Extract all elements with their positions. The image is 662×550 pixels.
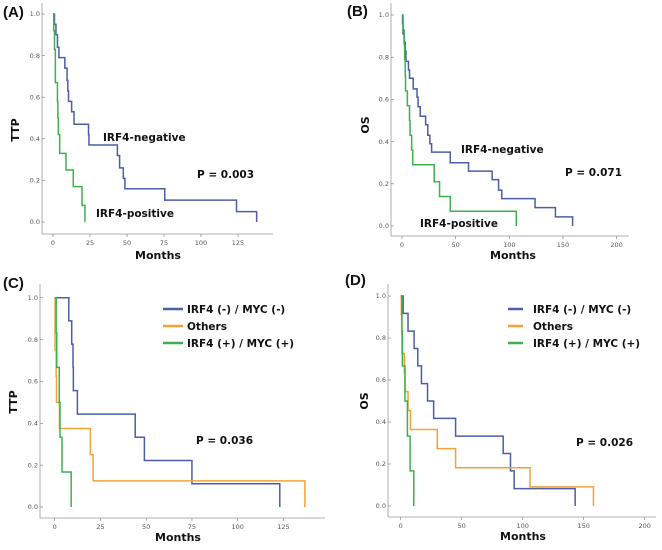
y-tick-label: 1.0 [376, 292, 386, 300]
legend-label: IRF4 (-) / MYC (-) [533, 304, 631, 316]
x-tick-label: 150 [577, 522, 589, 530]
panel-label: (C) [3, 275, 24, 292]
x-axis-label: Months [490, 249, 536, 262]
km-curve-irf4-myc [54, 296, 281, 507]
x-tick-label: 0 [51, 239, 55, 247]
y-tick-label: 0.0 [30, 218, 40, 226]
panel-a: (A) TTP Months IRF4-negative P = 0.003 I… [3, 3, 273, 262]
legend-label: IRF4 (-) / MYC (-) [187, 304, 285, 316]
x-tick-label: 0 [53, 523, 57, 531]
km-curve-irf4-myc [400, 295, 576, 506]
y-axis-label: TTP [7, 390, 20, 413]
x-tick-label: 125 [277, 523, 289, 531]
p-value: P = 0.003 [197, 169, 254, 181]
y-axis-label: OS [358, 392, 371, 409]
y-tick-label: 0.2 [379, 180, 389, 188]
y-tick-label: 0.6 [376, 376, 386, 384]
series-label-irf4-positive: IRF4-positive [420, 218, 498, 230]
legend: IRF4 (-) / MYC (-) Others IRF4 (+) / MYC… [163, 304, 294, 350]
p-value: P = 0.071 [565, 167, 622, 179]
panel-b: (B) OS Months IRF4-negative P = 0.071 IR… [347, 3, 629, 262]
legend-label: IRF4 (+) / MYC (+) [187, 338, 294, 350]
x-axis-label: Months [135, 249, 181, 262]
x-tick-label: 200 [610, 241, 622, 249]
y-tick-label: 0.4 [379, 138, 389, 146]
y-tick-label: 0.0 [379, 222, 389, 230]
panel-label: (A) [3, 4, 24, 21]
x-tick-label: 50 [452, 241, 460, 249]
x-tick-label: 100 [503, 241, 515, 249]
x-tick-label: 25 [86, 239, 94, 247]
x-tick-label: 75 [160, 239, 168, 247]
series-label-irf4-negative: IRF4-negative [103, 132, 186, 144]
x-axis-label: Months [500, 530, 546, 543]
x-tick-label: 0 [399, 522, 403, 530]
y-tick-label: 1.0 [30, 10, 40, 18]
x-tick-label: 75 [188, 523, 196, 531]
y-tick-label: 0.8 [28, 336, 38, 344]
legend-label: IRF4 (+) / MYC (+) [533, 338, 640, 350]
legend-label: Others [187, 321, 227, 333]
series-label-irf4-negative: IRF4-negative [461, 144, 544, 156]
panel-d: (D) OS Months IRF4 (-) / MYC (-) Others … [345, 272, 656, 543]
x-tick-label: 125 [232, 239, 244, 247]
panel-label: (D) [345, 272, 366, 289]
y-tick-label: 0.2 [30, 177, 40, 185]
y-tick-label: 0.2 [376, 460, 386, 468]
km-curve-irf4-positive [402, 14, 518, 226]
x-tick-label: 50 [142, 523, 150, 531]
legend-label: Others [533, 321, 573, 333]
km-curve-irf4-negative [53, 13, 258, 222]
km-curve-irf4-myc [400, 295, 415, 506]
y-tick-label: 0.6 [379, 96, 389, 104]
p-value: P = 0.026 [576, 437, 633, 449]
legend: IRF4 (-) / MYC (-) Others IRF4 (+) / MYC… [508, 304, 640, 350]
km-curve-irf4-myc [54, 296, 72, 507]
x-tick-label: 150 [557, 241, 569, 249]
x-tick-label: 100 [195, 239, 207, 247]
y-tick-label: 0.4 [30, 135, 40, 143]
y-tick-label: 0.8 [376, 334, 386, 342]
y-tick-label: 0.6 [28, 378, 38, 386]
x-tick-label: 100 [231, 523, 243, 531]
x-tick-label: 100 [516, 522, 528, 530]
x-tick-label: 25 [96, 523, 104, 531]
y-tick-label: 0.8 [30, 52, 40, 60]
y-tick-label: 1.0 [28, 294, 38, 302]
y-tick-label: 0.0 [376, 502, 386, 510]
x-tick-label: 200 [638, 522, 650, 530]
p-value: P = 0.036 [196, 435, 253, 447]
panel-c: (C) TTP Months IRF4 (-) / MYC (-) Others… [3, 275, 325, 544]
x-tick-label: 0 [400, 241, 404, 249]
y-tick-label: 1.0 [379, 11, 389, 19]
panel-label: (B) [347, 3, 368, 20]
km-curve-irf4-positive [52, 13, 86, 222]
x-axis-label: Months [155, 531, 201, 544]
y-tick-label: 0.2 [28, 461, 38, 469]
series-label-irf4-positive: IRF4-positive [96, 208, 174, 220]
x-tick-label: 50 [458, 522, 466, 530]
y-tick-label: 0.4 [376, 418, 386, 426]
y-axis-label: OS [359, 116, 372, 133]
x-tick-label: 50 [123, 239, 131, 247]
y-axis-label: TTP [9, 118, 22, 141]
y-tick-label: 0.8 [379, 53, 389, 61]
y-tick-label: 0.4 [28, 419, 38, 427]
y-tick-label: 0.0 [28, 503, 38, 511]
y-tick-label: 0.6 [30, 93, 40, 101]
